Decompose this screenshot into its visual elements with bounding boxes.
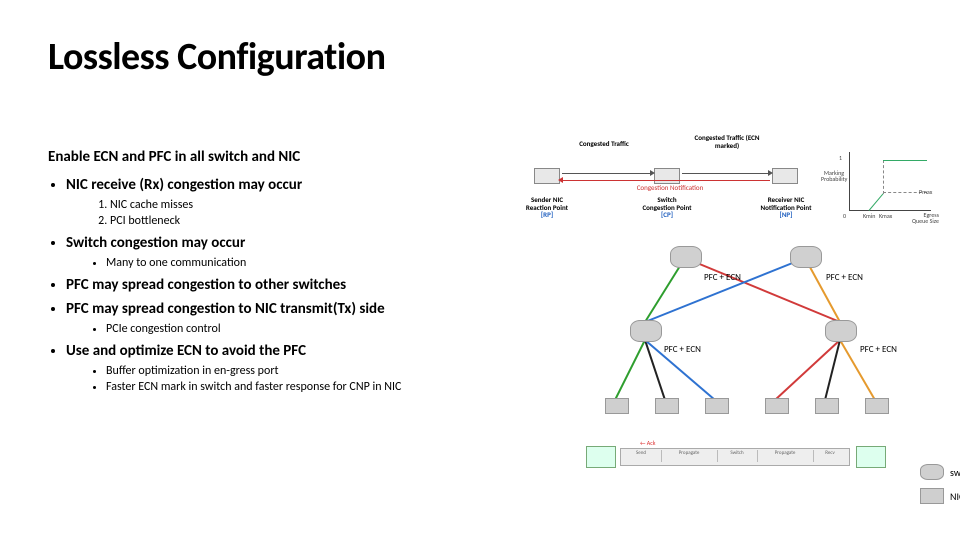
optimize-sub-2: Faster ECN mark in switch and faster res… [106, 380, 498, 394]
optimize-sub-1: Buffer optimization in en-gress port [106, 364, 498, 378]
mp-step [883, 160, 885, 194]
pipe-ack-text: Ack [647, 439, 656, 447]
legend-switch-icon [920, 464, 944, 480]
switch-tag: [CP] [661, 210, 673, 219]
optimize-sublist: Buffer optimization in en-gress port Fas… [66, 364, 498, 394]
pfc-label-1: PFC + ECN [704, 272, 741, 283]
bullet-switch-text: Switch congestion may occur [66, 234, 245, 252]
marking-probability-chart: Marking Probability 1 Pmax 0 Kmin Kmax E… [835, 148, 935, 226]
pfc-label-4: PFC + ECN [860, 344, 897, 355]
pipe-host-right [856, 446, 886, 468]
pfc-label-2: PFC + ECN [826, 272, 863, 283]
legend-nic-label: NIC [950, 490, 960, 503]
mp-zero: 0 [843, 212, 846, 220]
text-content: Enable ECN and PFC in all switch and NIC… [48, 148, 498, 400]
switch-sub-1: Many to one communication [106, 256, 498, 270]
bullet-list: NIC receive (Rx) congestion may occur NI… [48, 176, 498, 394]
pipe-seg-prop1: Propagate [661, 450, 718, 462]
pipe-seg-prop2: Propagate [757, 450, 814, 462]
pipe-ack: ← Ack [640, 439, 656, 447]
receiver-tag: [NP] [780, 210, 793, 219]
figures: Congested Traffic Congested Traffic (ECN… [520, 140, 950, 510]
pipe-body: Send Propagate Switch Propagate Recv [620, 448, 850, 466]
mp-xlabel: Egress Queue Size [909, 212, 939, 224]
label-congested: Congested Traffic [574, 140, 634, 148]
nic-5 [815, 398, 839, 414]
leaf-switch-2 [825, 320, 857, 342]
pipe-host-left [586, 446, 616, 468]
bullet-optimize-text: Use and optimize ECN to avoid the PFC [66, 342, 306, 360]
bullet-switch: Switch congestion may occur Many to one … [66, 234, 498, 270]
pipe-seg-switch: Switch [717, 450, 758, 462]
rx-sub-1: NIC cache misses [110, 198, 498, 212]
bullet-rx: NIC receive (Rx) congestion may occur NI… [66, 176, 498, 228]
bullet-pfc-switch: PFC may spread congestion to other switc… [66, 276, 498, 294]
pfc-label-3: PFC + ECN [664, 344, 701, 355]
mp-pmax-label: Pmax [919, 188, 932, 196]
rx-sublist: NIC cache misses PCI bottleneck [66, 198, 498, 228]
arrow-notify-head [558, 177, 563, 183]
slide: Lossless Configuration Enable ECN and PF… [0, 0, 960, 540]
pfc-nic-sublist: PCIe congestion control [66, 322, 498, 336]
spine-switch-2 [790, 246, 822, 268]
switch-label: Switch Congestion Point [CP] [636, 196, 698, 219]
bullet-optimize: Use and optimize ECN to avoid the PFC Bu… [66, 342, 498, 394]
arrow-notify [562, 180, 770, 181]
nic-1 [605, 398, 629, 414]
legend-switch-row: switch [920, 464, 960, 480]
pipe-diagram: Send Propagate Switch Propagate Recv ← A… [580, 436, 890, 476]
switch-sublist: Many to one communication [66, 256, 498, 270]
nic-4 [765, 398, 789, 414]
mp-ylabel: Marking Probability [821, 170, 847, 182]
spine-switch-1 [670, 246, 702, 268]
legend: switch NIC [920, 464, 960, 512]
pipe-seg-recv: Recv [813, 450, 847, 462]
nic-6 [865, 398, 889, 414]
bullet-pfc-nic-text: PFC may spread congestion to NIC transmi… [66, 300, 385, 318]
intro-line: Enable ECN and PFC in all switch and NIC [48, 148, 498, 166]
arrow-send-head [650, 170, 655, 176]
nic-3 [705, 398, 729, 414]
label-notification: Congestion Notification [610, 184, 730, 192]
leaf-switch-1 [630, 320, 662, 342]
sender-box [534, 168, 560, 184]
mp-ramp [869, 193, 884, 210]
arrow-marked-head [768, 170, 773, 176]
pfc-nic-sub-1: PCIe congestion control [106, 322, 498, 336]
mp-axis-x [849, 210, 931, 211]
bullet-pfc-nic: PFC may spread congestion to NIC transmi… [66, 300, 498, 336]
receiver-box [772, 168, 798, 184]
topology-diagram: PFC + ECN PFC + ECN PFC + ECN PFC + ECN [580, 240, 910, 420]
switch-box [654, 168, 680, 184]
legend-nic-icon [920, 488, 944, 504]
pipe-seg-send: Send [621, 450, 662, 462]
sender-label: Sender NIC Reaction Point [RP] [520, 196, 574, 219]
mp-top-line [883, 160, 927, 161]
mp-one: 1 [839, 154, 842, 162]
mp-axis-y [849, 152, 850, 210]
bullet-rx-text: NIC receive (Rx) congestion may occur [66, 176, 302, 194]
nic-2 [655, 398, 679, 414]
receiver-label: Receiver NIC Notification Point [NP] [754, 196, 818, 219]
legend-nic-row: NIC [920, 488, 960, 504]
arrow-marked [682, 173, 770, 174]
arrow-send [562, 173, 652, 174]
rx-sub-2: PCI bottleneck [110, 214, 498, 228]
mp-kmin: Kmin [863, 212, 875, 220]
slide-title: Lossless Configuration [48, 34, 386, 80]
mp-kmax: Kmax [879, 212, 892, 220]
legend-switch-label: switch [950, 466, 960, 479]
label-ecn-marked: Congested Traffic (ECN marked) [692, 134, 762, 149]
sender-tag: [RP] [541, 210, 553, 219]
ecn-flow-diagram: Congested Traffic Congested Traffic (ECN… [520, 140, 820, 230]
